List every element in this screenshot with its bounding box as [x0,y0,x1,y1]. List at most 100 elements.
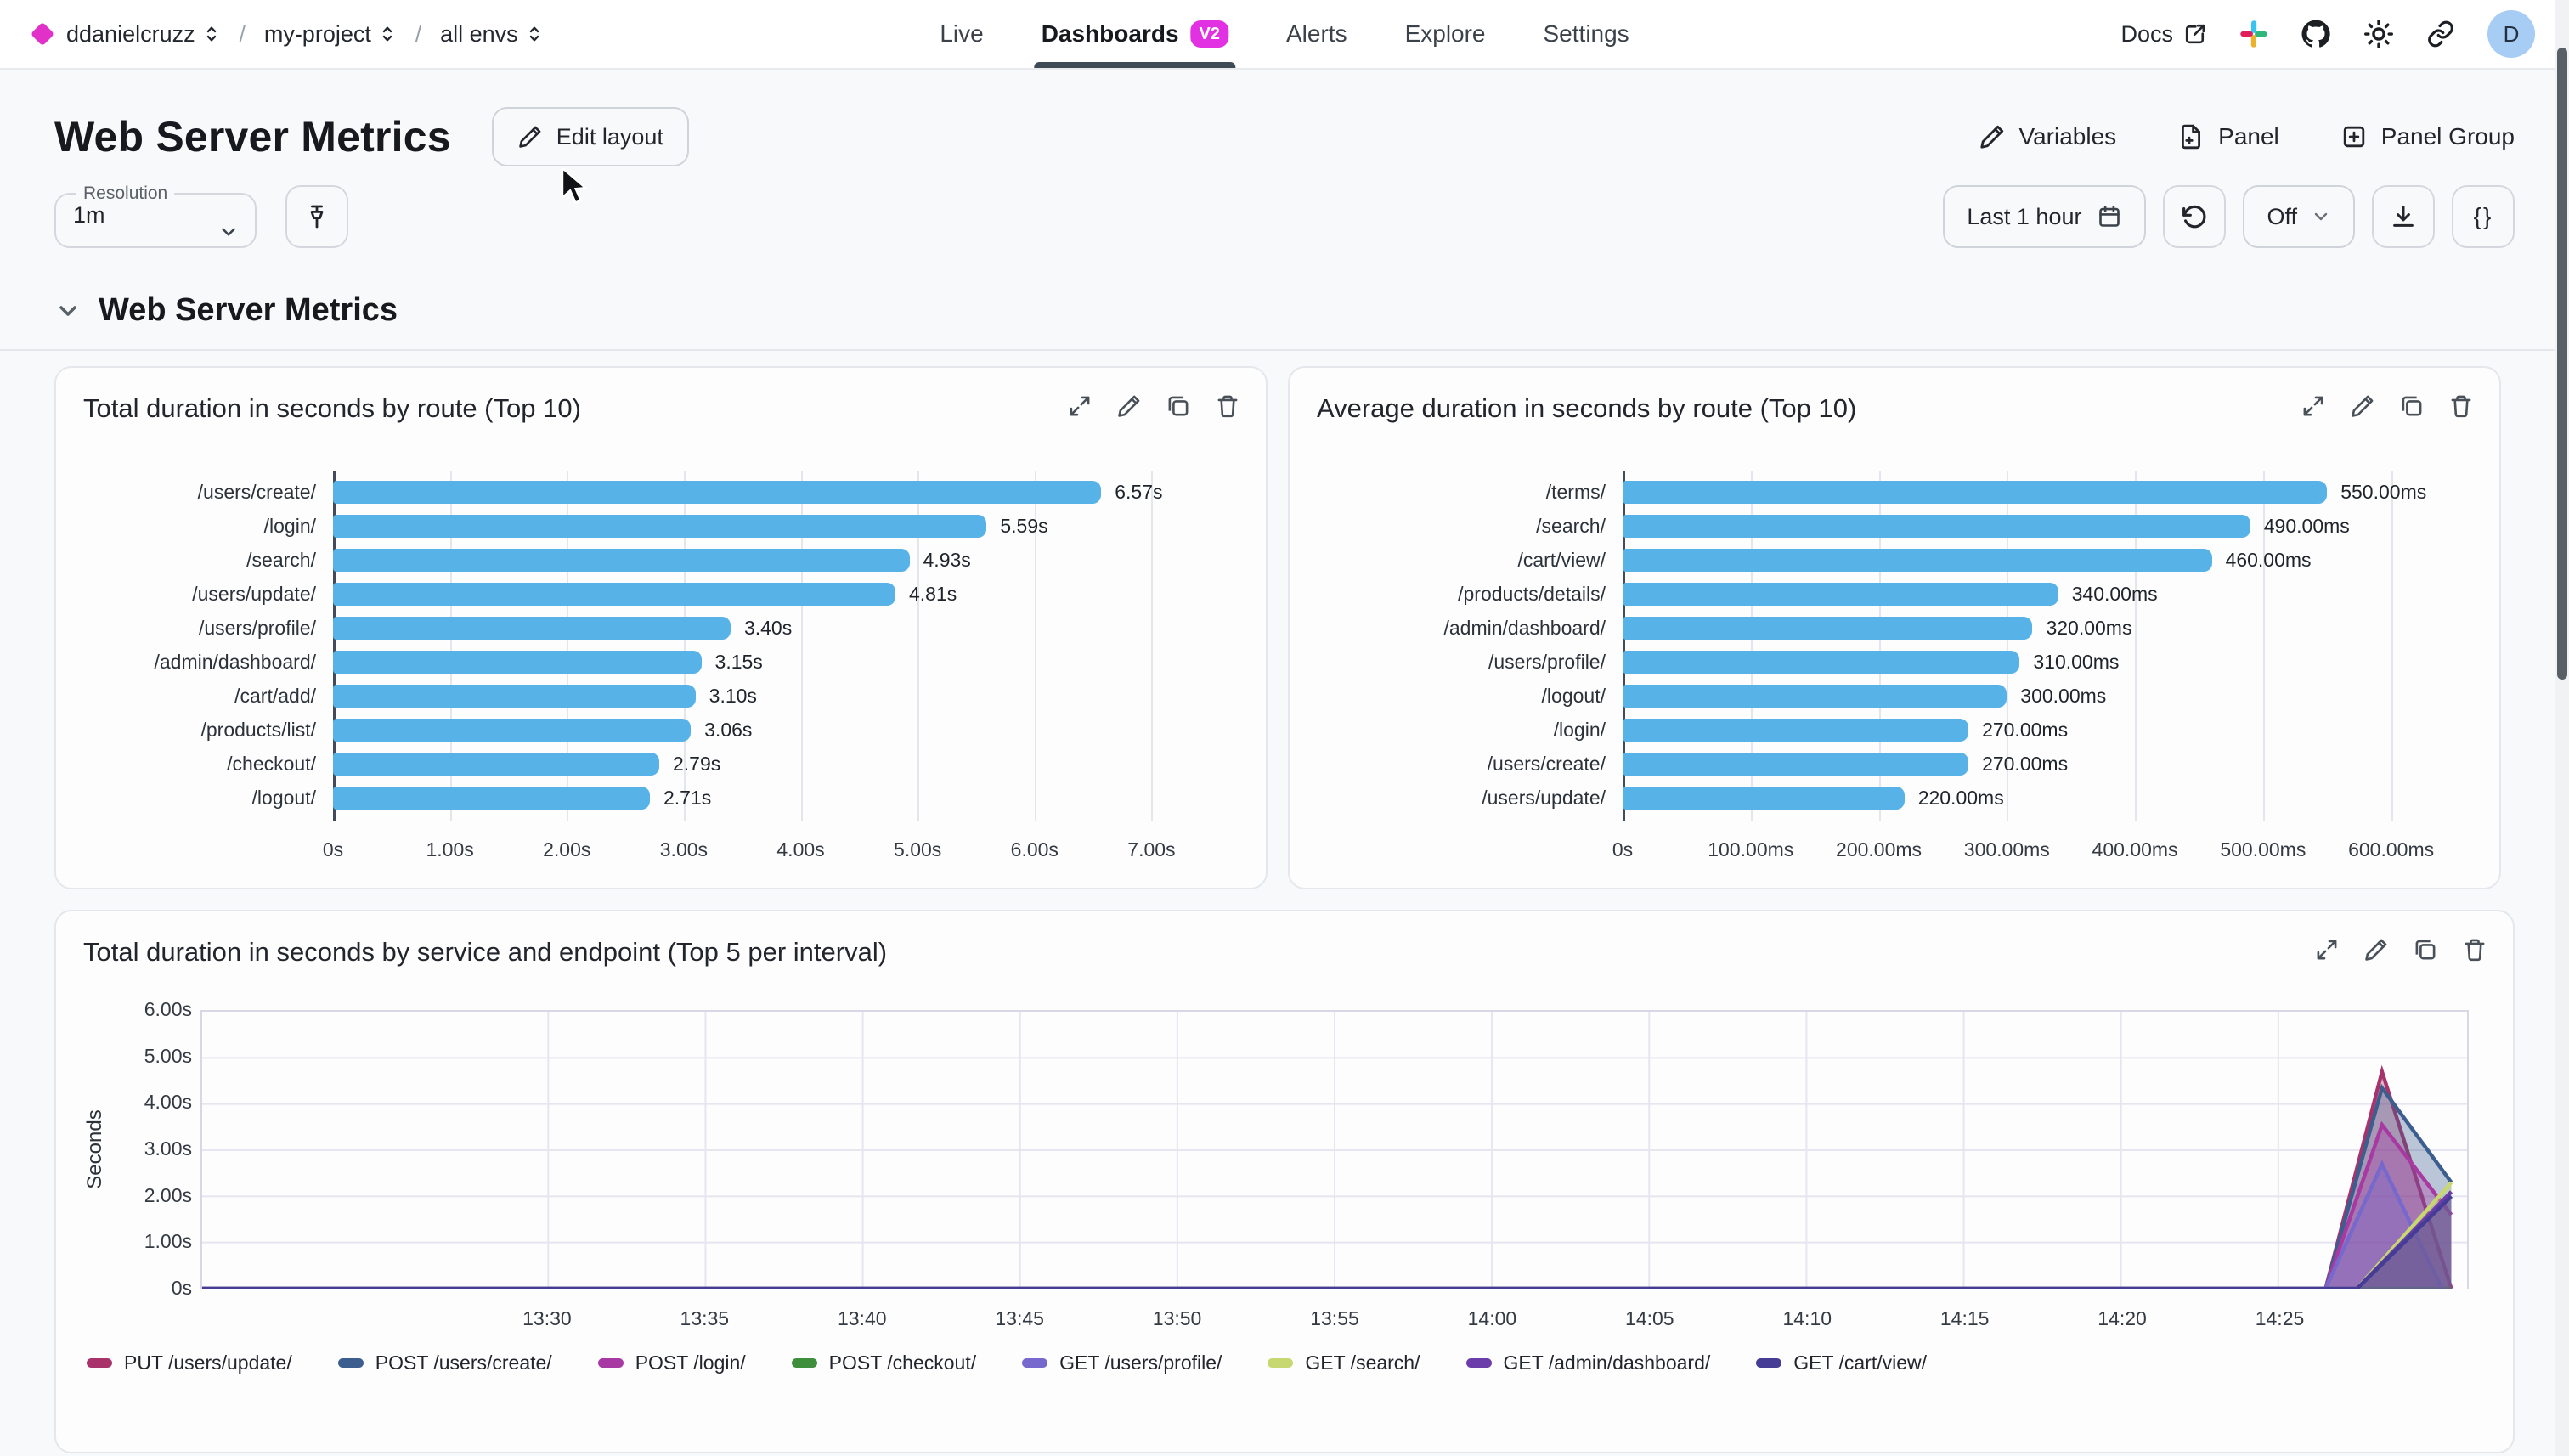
panel-average-duration-by-route: Average duration in seconds by route (To… [1288,366,2501,889]
edit-panel-icon[interactable] [2350,393,2375,419]
bar-row: /users/create/270.00ms [1488,747,2455,781]
project-selector[interactable]: my-project [264,21,397,48]
edit-layout-button[interactable]: Edit layout [491,107,689,166]
x-tick-label: 100.00ms [1708,838,1794,861]
pin-resolution-button[interactable] [285,185,348,248]
legend-item[interactable]: POST /login/ [597,1352,746,1374]
add-panel-group-button[interactable]: Panel Group [2340,123,2515,150]
hbar-chart-total: /users/create/6.57s/login/5.59s/search/4… [56,471,1266,872]
theme-toggle-sun-icon[interactable] [2363,19,2394,49]
bar[interactable] [333,548,910,572]
auto-refresh-select[interactable]: Off [2243,185,2355,248]
delete-panel-icon[interactable] [1215,393,1240,419]
bar-value-label: 3.15s [714,650,763,673]
duplicate-panel-icon[interactable] [2399,393,2425,419]
env-selector[interactable]: all envs [440,21,544,48]
bar[interactable] [1623,616,2033,640]
legend-swatch [1022,1358,1048,1368]
bar[interactable] [1623,718,1969,742]
tab-settings[interactable]: Settings [1543,20,1629,47]
x-tick-label: 14:20 [2098,1307,2147,1329]
collapse-section-button[interactable] [54,297,82,324]
bar[interactable] [333,786,650,810]
variables-button[interactable]: Variables [1979,123,2116,150]
page-header: Web Server Metrics Edit layout Variables… [0,107,2569,166]
vertical-scrollbar[interactable] [2555,0,2569,1456]
org-selector[interactable]: ddanielcruzz [66,21,221,48]
resolution-select[interactable]: Resolution 1m [54,183,257,248]
x-tick-label: 13:50 [1152,1307,1202,1329]
copy-link-icon[interactable] [2426,20,2455,48]
bar[interactable] [1623,684,2007,708]
refresh-button[interactable] [2163,185,2227,248]
bar[interactable] [1623,752,1969,776]
bar[interactable] [1623,582,2058,606]
bar-row: /admin/dashboard/320.00ms [1443,611,2455,645]
json-view-button[interactable]: {} [2452,185,2515,248]
bar[interactable] [1623,786,1905,810]
hbar-x-axis: 0s 1.00s 2.00s 3.00s 4.00s 5.00s 6.00s 7.00s [323,821,1222,872]
resolution-label: Resolution [83,183,168,203]
bar-row: /users/create/6.57s [198,475,1222,509]
scrollbar-thumb[interactable] [2557,48,2567,680]
chevron-down-icon [222,228,235,236]
legend-item[interactable]: GET /users/profile/ [1022,1352,1222,1374]
duplicate-panel-icon[interactable] [2413,937,2438,962]
avatar[interactable]: D [2487,10,2535,58]
gridline [567,471,569,821]
time-range-button[interactable]: Last 1 hour [1943,185,2147,248]
bar[interactable] [333,752,659,776]
bar[interactable] [1623,548,2212,572]
github-icon[interactable] [2301,19,2331,49]
download-button[interactable] [2372,185,2435,248]
legend-item[interactable]: PUT /users/update/ [87,1352,292,1374]
bar-row: /users/update/220.00ms [1482,781,2455,815]
legend-item[interactable]: GET /admin/dashboard/ [1465,1352,1710,1374]
bar[interactable] [333,684,696,708]
bar[interactable] [1623,480,2328,504]
x-tick-label: 1.00s [426,838,474,861]
bar[interactable] [1623,514,2250,538]
bar[interactable] [333,582,895,606]
series-area [202,1164,2442,1289]
breadcrumb: ddanielcruzz / my-project / all envs [30,21,544,48]
bar[interactable] [333,514,987,538]
delete-panel-icon[interactable] [2448,393,2474,419]
slack-icon[interactable] [2239,20,2268,48]
series-line [202,1192,2451,1289]
delete-panel-icon[interactable] [2462,937,2487,962]
tab-live[interactable]: Live [940,20,984,47]
edit-panel-icon[interactable] [2363,937,2389,962]
plus-square-icon [2343,126,2364,148]
x-tick-label: 13:40 [837,1307,887,1329]
bar[interactable] [333,480,1102,504]
bar-row: /login/270.00ms [1554,713,2455,747]
edit-panel-icon[interactable] [1116,393,1142,419]
legend-item[interactable]: GET /cart/view/ [1756,1352,1927,1374]
bar[interactable] [333,718,692,742]
bar[interactable] [1623,650,2020,674]
add-panel-button[interactable]: Panel [2177,123,2279,150]
expand-panel-icon[interactable] [2314,937,2340,962]
bar[interactable] [333,616,731,640]
expand-panel-icon[interactable] [2301,393,2326,419]
bar-value-label: 4.93s [923,548,971,571]
bar[interactable] [333,650,702,674]
docs-link[interactable]: Docs [2120,21,2207,48]
panel-title: Average duration in seconds by route (To… [1317,393,1857,423]
bar-value-label: 550.00ms [2340,480,2427,503]
x-tick-label: 14:10 [1782,1307,1832,1329]
legend-item[interactable]: POST /users/create/ [337,1352,552,1374]
pencil-icon [1979,125,2003,149]
legend-item[interactable]: GET /search/ [1268,1352,1420,1374]
tab-alerts[interactable]: Alerts [1285,20,1347,47]
panel-actions [2314,937,2487,962]
tab-explore[interactable]: Explore [1404,20,1486,47]
tab-dashboards[interactable]: Dashboards V2 [1034,0,1236,68]
legend-item[interactable]: POST /checkout/ [791,1352,976,1374]
panel-duration-by-service-endpoint: Total duration in seconds by service and… [54,910,2515,1453]
duplicate-panel-icon[interactable] [1166,393,1191,419]
x-tick-label: 14:00 [1467,1307,1517,1329]
panel-title: Total duration in seconds by service and… [83,937,888,967]
expand-panel-icon[interactable] [1067,393,1093,419]
